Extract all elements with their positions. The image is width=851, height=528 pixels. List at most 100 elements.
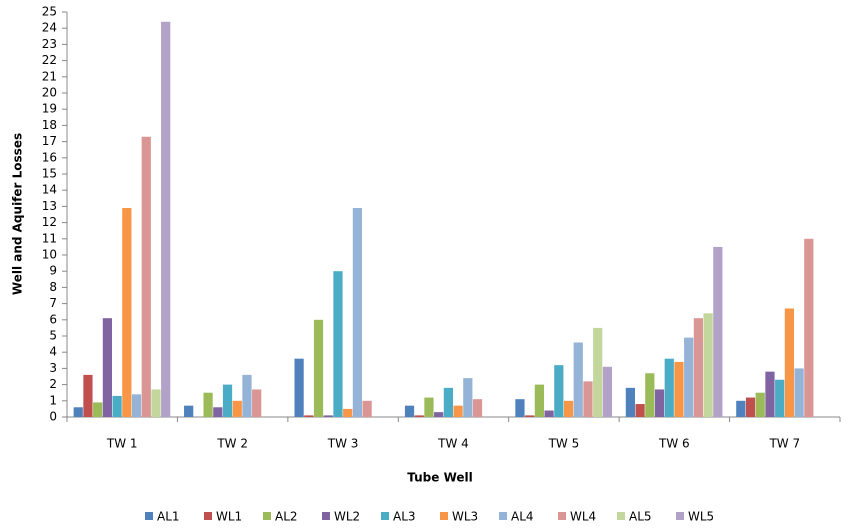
- bar: [434, 412, 444, 417]
- y-tick-label: 17: [42, 134, 57, 148]
- bar: [424, 397, 434, 417]
- bar: [222, 384, 233, 417]
- bar: [745, 397, 756, 417]
- legend-swatch: [263, 512, 271, 520]
- bar: [184, 405, 194, 417]
- y-tick-label: 19: [42, 102, 57, 116]
- bar: [352, 208, 363, 417]
- bar: [333, 271, 343, 417]
- bar: [755, 392, 765, 417]
- y-tick-label: 8: [49, 280, 57, 294]
- y-tick-label: 1: [49, 393, 57, 407]
- legend-label: WL1: [216, 510, 242, 524]
- legend-swatch: [617, 512, 625, 520]
- bar: [83, 374, 93, 417]
- bar: [294, 358, 304, 417]
- bar: [102, 318, 112, 417]
- bar: [583, 381, 593, 417]
- bar: [515, 399, 525, 417]
- legend-swatch: [440, 512, 448, 520]
- legend-label: AL5: [629, 510, 652, 524]
- bar: [203, 392, 213, 417]
- bar: [534, 384, 544, 417]
- bar: [602, 366, 613, 417]
- bar: [213, 407, 223, 417]
- bar: [323, 415, 333, 417]
- legend-label: AL2: [275, 510, 298, 524]
- x-tick-label: TW 6: [658, 437, 690, 451]
- legend-label: WL4: [570, 510, 596, 524]
- legend-label: WL3: [452, 510, 478, 524]
- y-tick-label: 16: [42, 150, 57, 164]
- bar: [765, 371, 775, 417]
- y-tick-label: 18: [42, 118, 57, 132]
- bar: [131, 394, 142, 417]
- legend-swatch: [676, 512, 684, 520]
- x-axis-title: Tube Well: [407, 471, 473, 485]
- bar: [794, 368, 804, 417]
- legend-swatch: [381, 512, 389, 520]
- bar: [343, 408, 353, 417]
- y-tick-label: 4: [49, 345, 57, 359]
- legend-label: AL3: [393, 510, 416, 524]
- x-tick-label: TW 2: [216, 437, 248, 451]
- bar: [674, 361, 684, 417]
- y-tick-label: 20: [42, 86, 57, 100]
- bar: [404, 405, 415, 417]
- y-tick-label: 12: [42, 215, 57, 229]
- bar: [804, 238, 814, 417]
- y-tick-label: 14: [42, 183, 57, 197]
- bar: [151, 389, 161, 417]
- bar: [93, 402, 103, 417]
- legend-swatch: [558, 512, 566, 520]
- bar: [775, 379, 785, 417]
- y-tick-label: 9: [49, 264, 57, 278]
- y-tick-label: 13: [42, 199, 57, 213]
- bar: [122, 208, 132, 417]
- bar: [573, 342, 583, 417]
- y-tick-label: 5: [49, 329, 57, 343]
- bar: [713, 246, 723, 417]
- bar: [362, 400, 372, 417]
- legend-label: AL4: [511, 510, 534, 524]
- bar: [252, 389, 262, 417]
- legend-swatch: [499, 512, 507, 520]
- bar: [684, 337, 694, 417]
- bar: [141, 136, 151, 418]
- y-tick-label: 10: [42, 248, 57, 262]
- bar: [443, 387, 453, 417]
- x-tick-label: TW 3: [327, 437, 359, 451]
- bar: [664, 358, 674, 417]
- y-tick-label: 11: [42, 231, 57, 245]
- bar: [635, 404, 645, 417]
- x-tick-label: TW 1: [106, 437, 138, 451]
- bar: [736, 400, 746, 417]
- y-tick-label: 22: [42, 53, 57, 67]
- bar: [544, 410, 554, 417]
- bar: [525, 415, 535, 417]
- bar: [232, 400, 242, 417]
- legend-label: WL2: [334, 510, 360, 524]
- y-axis-title: Well and Aquifer Losses: [11, 133, 25, 295]
- x-tick-label: TW 5: [548, 437, 580, 451]
- bar: [563, 400, 574, 417]
- bar: [472, 399, 483, 417]
- bar: [693, 318, 704, 417]
- bar: [645, 373, 655, 417]
- y-tick-label: 7: [49, 296, 57, 310]
- y-tick-label: 6: [49, 312, 57, 326]
- bar: [625, 387, 635, 417]
- y-tick-label: 21: [42, 69, 57, 83]
- legend-swatch: [322, 512, 330, 520]
- bar: [463, 378, 473, 417]
- bar: [414, 415, 424, 417]
- y-tick-label: 15: [42, 167, 57, 181]
- legend-label: AL1: [157, 510, 180, 524]
- y-tick-label: 25: [42, 5, 57, 19]
- bar: [242, 374, 252, 417]
- bar: [112, 395, 122, 417]
- x-tick-label: TW 7: [768, 437, 800, 451]
- legend-swatch: [204, 512, 212, 520]
- y-tick-label: 2: [49, 377, 57, 391]
